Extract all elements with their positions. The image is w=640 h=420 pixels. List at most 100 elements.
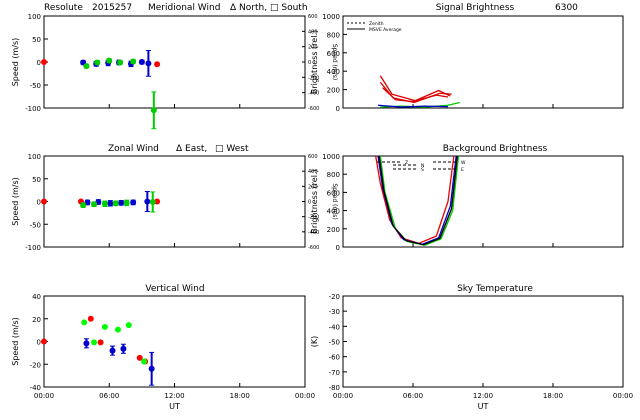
y-tick-label: -80	[329, 384, 340, 392]
title-vertical: Vertical Wind	[145, 284, 204, 294]
title-resolute: Resolute	[44, 3, 83, 13]
data-point-red	[41, 338, 47, 345]
y-tick-label: 0	[37, 199, 41, 207]
y-axis-label: Speed (m/s)	[11, 177, 20, 226]
title-east: Δ East,	[176, 144, 207, 154]
legend-entry: W	[461, 160, 466, 166]
title-zonal: Zonal Wind	[108, 144, 159, 154]
y-tick-label: -50	[30, 82, 41, 90]
data-point-red	[97, 339, 104, 346]
legend-entry: Z	[405, 160, 408, 166]
data-point-green	[91, 201, 98, 208]
data-point-red	[41, 198, 47, 205]
y-tick-label: 800	[327, 31, 340, 39]
x-tick-label: 00:00	[34, 392, 54, 400]
data-point-green	[83, 63, 90, 70]
y2-tick-label: -200	[308, 75, 319, 81]
y2-tick-label: -600	[308, 245, 319, 251]
y2-tick-label: 200	[308, 45, 318, 51]
y-axis-label: Speed (m/s)	[11, 38, 20, 87]
title-sky: Sky Temperature	[457, 284, 533, 294]
y-tick-label: -40	[30, 384, 41, 392]
y-tick-label: 600	[327, 189, 340, 197]
data-point-green	[114, 326, 121, 333]
panel-meridional: Resolute 2015257 Meridional Wind Δ North…	[44, 3, 308, 13]
data-point-green	[141, 358, 148, 365]
y-tick-label: 200	[327, 87, 340, 95]
series-line-blue	[377, 104, 449, 108]
y2-tick-label: 0	[308, 200, 311, 206]
data-point-green	[125, 322, 132, 329]
series-line-dark	[378, 155, 458, 246]
panel-sky: Sky Temperature	[457, 284, 533, 294]
data-point-blue	[83, 340, 90, 347]
y-tick-label: 400	[327, 68, 340, 76]
title-background: Background Brightness	[443, 144, 548, 154]
chart-zonal: 100 50 0 -50 -100 600 400 200 0 -200 -400 -600 Speed…	[11, 153, 338, 252]
data-point-red	[136, 354, 143, 361]
data-point-blue	[138, 59, 145, 65]
y-tick-label: 1000	[322, 13, 340, 21]
y-tick-label: 50	[32, 36, 41, 44]
y2-axis-label: Speed (m/s)	[331, 183, 338, 219]
y-tick-label: 0	[336, 244, 340, 252]
data-point-green	[81, 319, 88, 326]
data-point-green	[130, 58, 137, 65]
y-tick-label: 40	[32, 293, 41, 301]
y-tick-label: 600	[327, 50, 340, 58]
y2-tick-label: 200	[308, 184, 318, 190]
y-tick-label: 50	[32, 176, 41, 184]
y-tick-label: 0	[37, 339, 41, 347]
legend-entry: Zenith	[369, 21, 384, 27]
title-signal: Signal Brightness	[436, 3, 515, 13]
legend-entry: S	[421, 167, 424, 173]
data-point-blue	[109, 347, 116, 354]
y-tick-label: 100	[28, 13, 41, 21]
data-point-blue	[118, 199, 125, 206]
title-date: 2015257	[92, 3, 132, 13]
y-tick-label: 0	[336, 105, 340, 113]
y-tick-label: 400	[327, 208, 340, 216]
legend-entry: MSVE Average	[369, 27, 402, 33]
data-point-red	[41, 59, 47, 65]
plot-frame	[342, 295, 624, 388]
data-point-blue	[84, 199, 91, 206]
title-meridional: Meridional Wind	[148, 3, 220, 13]
y-tick-label: -50	[30, 221, 41, 229]
chart-meridional: 100 50 0 -50 -100 600 400 200 0 -200 -400 -600 Speed…	[11, 13, 338, 130]
plot-frame	[43, 295, 306, 388]
y-axis-label: Brightness (rel.)	[310, 30, 319, 94]
x-tick-label: 00:00	[613, 392, 633, 400]
y-tick-label: 0	[37, 59, 41, 67]
data-point-green	[101, 323, 108, 330]
x-tick-label: 00:00	[333, 392, 353, 400]
y-tick-label: -40	[329, 323, 340, 331]
data-point-green	[91, 339, 98, 346]
y-axis-label: Brightness (rel.)	[310, 169, 319, 233]
y-tick-label: 100	[28, 153, 41, 161]
y-axis-label: (K)	[310, 336, 319, 348]
series-line-red3	[382, 87, 449, 103]
x-tick-label: 18:00	[230, 392, 250, 400]
y-tick-label: -100	[25, 105, 41, 113]
series-line-green	[379, 155, 460, 246]
y-tick-label: 20	[32, 316, 41, 324]
data-point-red	[154, 61, 161, 68]
y2-tick-label: 0	[308, 60, 311, 66]
data-point-blue	[120, 345, 127, 352]
x-tick-label: 06:00	[99, 392, 119, 400]
legend-entry: N	[421, 163, 424, 169]
data-point-green	[149, 198, 156, 205]
y-tick-label: -60	[329, 354, 340, 362]
data-point-green	[123, 199, 130, 206]
x-tick-label: 00:00	[295, 392, 315, 400]
y2-tick-label: -400	[308, 230, 319, 236]
x-axis-label: UT	[169, 402, 180, 411]
y2-tick-label: 400	[308, 169, 318, 175]
title-north: Δ North,	[230, 3, 267, 13]
data-point-red	[154, 198, 161, 205]
title-west: □ West	[215, 144, 249, 154]
panel-background: Background Brightness	[443, 144, 548, 154]
